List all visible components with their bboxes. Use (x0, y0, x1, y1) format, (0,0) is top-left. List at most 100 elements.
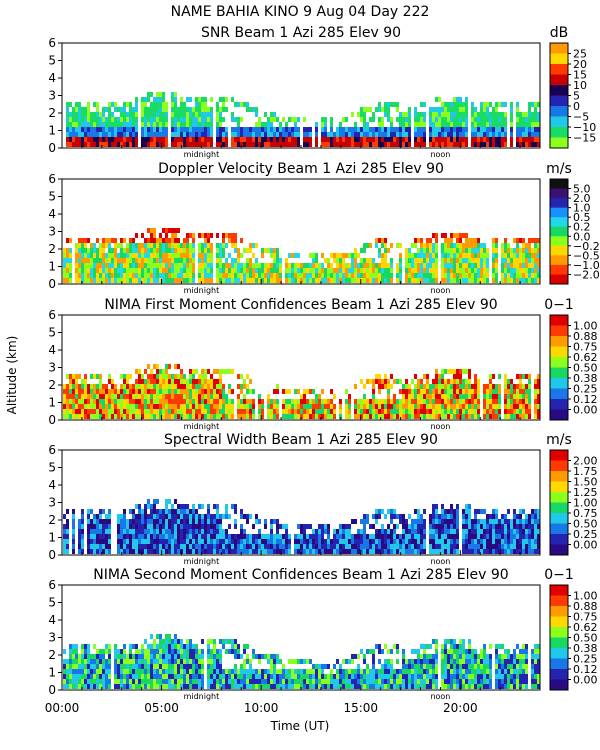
data-cell (366, 544, 369, 549)
data-cell (246, 409, 249, 414)
data-cell (84, 409, 87, 414)
data-cell (408, 112, 411, 117)
data-cell (288, 278, 291, 283)
data-cell (138, 253, 141, 258)
data-cell (189, 399, 192, 404)
data-cell (387, 539, 390, 544)
data-cell (531, 137, 534, 142)
data-cell (150, 414, 153, 419)
data-cell (138, 544, 141, 549)
data-cell (471, 253, 474, 258)
data-cell (516, 524, 519, 529)
data-cell (372, 273, 375, 278)
data-cell (225, 268, 228, 273)
data-cell (525, 263, 528, 268)
data-cell (459, 263, 462, 268)
data-cell (114, 263, 117, 268)
data-cell (483, 127, 486, 132)
data-cell (321, 278, 324, 283)
data-cell (528, 127, 531, 132)
data-cell (183, 414, 186, 419)
data-cell (342, 268, 345, 273)
data-cell (135, 514, 138, 519)
data-cell (375, 268, 378, 273)
data-cell (243, 414, 246, 419)
data-cell (420, 539, 423, 544)
data-cell (135, 117, 138, 122)
data-cell (252, 132, 255, 137)
data-cell (216, 263, 219, 268)
data-cell (489, 379, 492, 384)
data-cell (504, 117, 507, 122)
data-cell (117, 399, 120, 404)
data-cell (387, 102, 390, 107)
data-cell (387, 549, 390, 554)
data-cell (399, 549, 402, 554)
data-cell (432, 278, 435, 283)
data-cell (126, 122, 129, 127)
data-cell (102, 404, 105, 409)
data-cell (501, 142, 504, 147)
data-cell (336, 534, 339, 539)
data-cell (444, 127, 447, 132)
data-cell (165, 117, 168, 122)
data-cell (444, 384, 447, 389)
data-cell (426, 253, 429, 258)
data-cell (447, 263, 450, 268)
data-cell (291, 253, 294, 258)
data-cell (153, 97, 156, 102)
colorbar-label: 2.00 (573, 455, 598, 468)
data-cell (120, 112, 123, 117)
data-cell (123, 414, 126, 419)
data-cell (462, 384, 465, 389)
data-cell (456, 243, 459, 248)
data-cell (348, 529, 351, 534)
data-cell (249, 389, 252, 394)
data-cell (138, 399, 141, 404)
data-cell (156, 122, 159, 127)
data-cell (216, 509, 219, 514)
colorbar-frame (549, 178, 569, 285)
data-cell (516, 384, 519, 389)
data-cell (147, 92, 150, 97)
data-cell (462, 127, 465, 132)
data-cell (186, 273, 189, 278)
data-cell (327, 409, 330, 414)
data-cell (441, 394, 444, 399)
data-cell (366, 142, 369, 147)
data-cell (309, 253, 312, 258)
data-cell (156, 248, 159, 253)
data-cell (273, 404, 276, 409)
data-cell (219, 539, 222, 544)
data-cell (264, 127, 267, 132)
data-cell (186, 117, 189, 122)
data-cell (150, 132, 153, 137)
data-cell (300, 263, 303, 268)
data-cell (195, 117, 198, 122)
data-cell (246, 278, 249, 283)
data-cell (516, 268, 519, 273)
data-cell (405, 404, 408, 409)
data-cell (456, 258, 459, 263)
data-cell (162, 509, 165, 514)
data-cell (207, 278, 210, 283)
data-cell (378, 534, 381, 539)
y-tick-label: 4 (48, 71, 56, 85)
data-cell (102, 243, 105, 248)
data-cell (99, 384, 102, 389)
data-cell (447, 112, 450, 117)
data-cell (159, 233, 162, 238)
data-cell (246, 384, 249, 389)
data-cell (408, 132, 411, 137)
data-cell (360, 132, 363, 137)
data-cell (183, 253, 186, 258)
data-cell (192, 509, 195, 514)
data-cell (345, 273, 348, 278)
data-cell (129, 137, 132, 142)
data-cell (447, 248, 450, 253)
data-cell (522, 519, 525, 524)
data-cell (132, 117, 135, 122)
data-cell (144, 238, 147, 243)
data-cell (381, 273, 384, 278)
data-cell (522, 409, 525, 414)
